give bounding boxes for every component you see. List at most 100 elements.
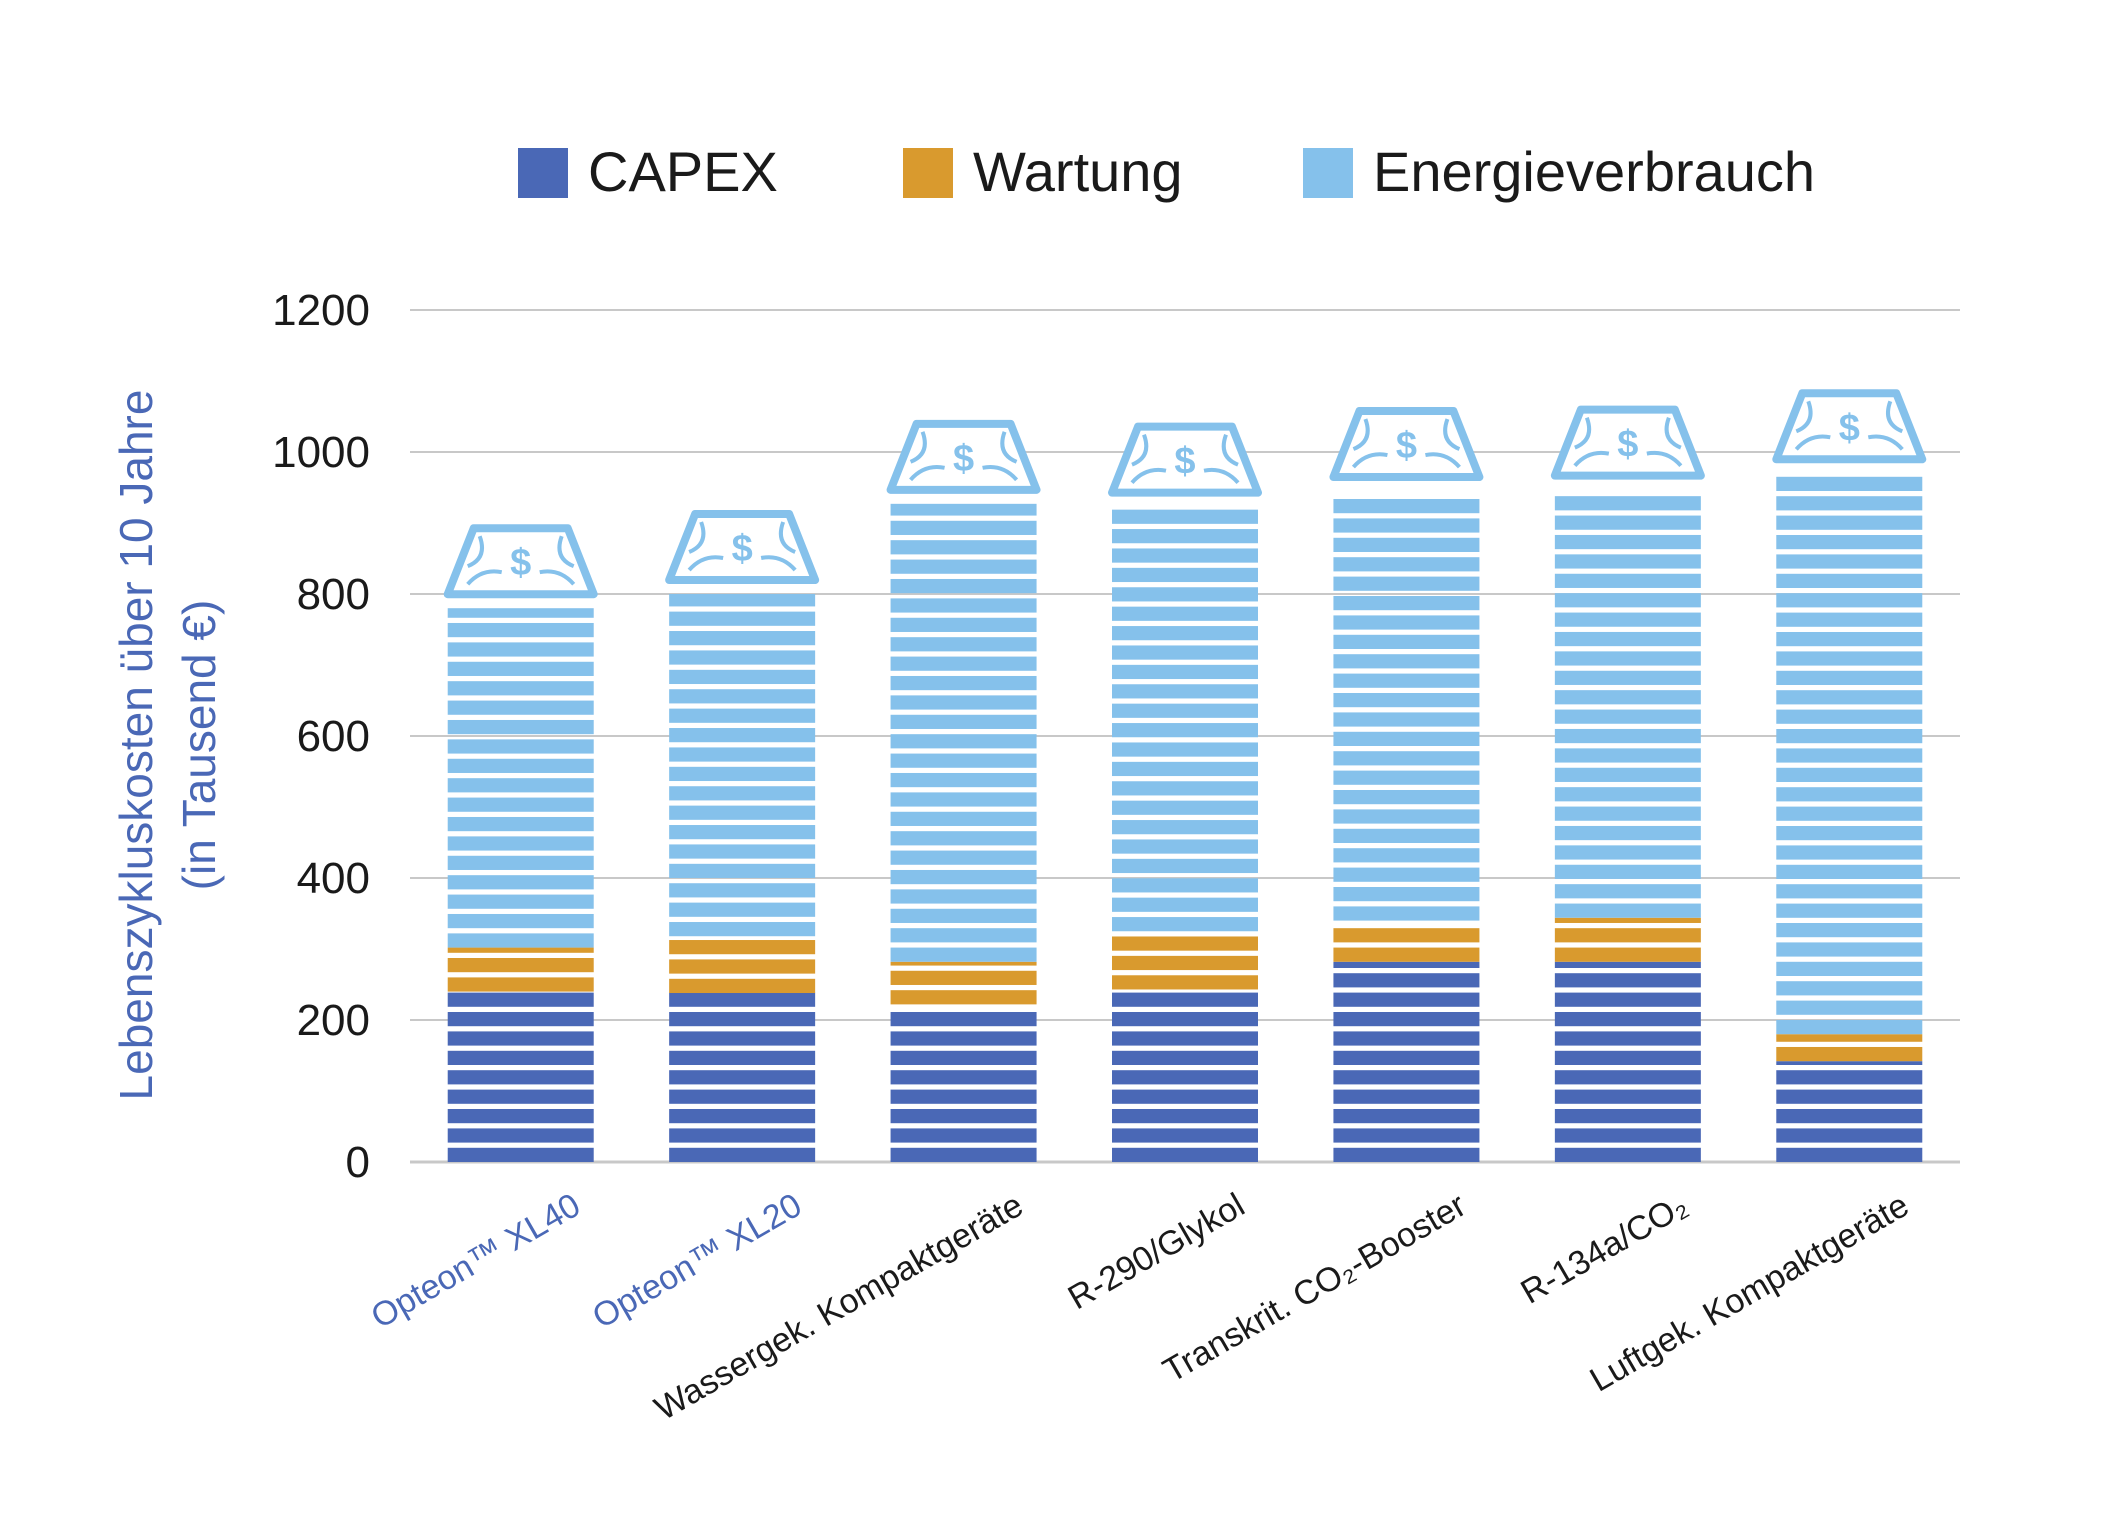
bar-stripe (1554, 864, 1701, 879)
bar-stripe (447, 933, 594, 948)
bar-stripe (1333, 828, 1480, 843)
legend-label: Energieverbrauch (1373, 140, 1815, 203)
bar-stripe (669, 1147, 816, 1162)
bar-stripe (669, 1012, 816, 1027)
bar-stripe (1554, 1128, 1701, 1143)
bar-stripe (890, 772, 1037, 788)
bar-stripe (447, 875, 594, 890)
legend-item-2: Energieverbrauch (1303, 140, 1815, 203)
bar-stripe (890, 1147, 1037, 1162)
bar-stripe (669, 1109, 816, 1124)
bar-stack-6: $ (1772, 389, 1927, 1162)
bar-stripe (1333, 961, 1480, 968)
bar-stripe (1554, 928, 1701, 943)
bar-segment-energieverbrauch (1112, 509, 1258, 932)
bar-stripe (669, 611, 816, 626)
bar-stripe (1112, 548, 1258, 563)
bar-stripe (1333, 693, 1480, 708)
bar-stripe (890, 1012, 1037, 1027)
bar-stripe (890, 811, 1037, 826)
bar-stripe (669, 844, 816, 859)
bar-stripe (1776, 593, 1923, 608)
banknote-ornament (1794, 400, 1904, 451)
bar-stripe (669, 883, 816, 898)
bar-stripe (1333, 809, 1480, 824)
bar-stripe (1112, 761, 1258, 777)
banknote-outline (886, 419, 1041, 494)
bar-stripe (1112, 1128, 1258, 1143)
bar-stripe (1333, 712, 1480, 727)
bar-segment-wartung (447, 947, 594, 992)
bar-stripe (1112, 606, 1258, 621)
bar-stripe (890, 675, 1037, 691)
banknote-icon: $ (886, 419, 1041, 494)
bar-stripe (669, 863, 816, 879)
bar-stack-3: $ (1108, 422, 1262, 1162)
banknote-outline (1550, 405, 1705, 480)
bar-stripe (1112, 567, 1258, 583)
y-axis-title: Lebenszykluskosten über 10 Jahre (in Tau… (110, 390, 225, 1101)
bar-stripe (447, 977, 594, 992)
bar-stripe (669, 1070, 816, 1085)
bar-stripe (669, 747, 816, 762)
bar-stripe (1776, 1000, 1923, 1015)
bar-stripe (1776, 535, 1923, 550)
dollar-sign-icon: $ (1396, 425, 1417, 467)
bar-stripe (447, 913, 594, 929)
bar-stripe (1554, 554, 1701, 569)
x-category-label: Wassergek. Kompaktgeräte (648, 1186, 1029, 1428)
bar-stripe (669, 922, 816, 937)
bar-stripe (1333, 596, 1480, 611)
legend-swatch (518, 148, 568, 198)
bar-stripe (1776, 864, 1923, 879)
y-tick-label: 200 (297, 996, 370, 1045)
bar-stripe (1554, 631, 1701, 647)
bar-stripe (447, 947, 594, 953)
bar-stripe (669, 825, 816, 840)
y-tick-label: 1000 (272, 428, 370, 477)
bar-stripe (890, 578, 1037, 594)
bar-stripe (1333, 973, 1480, 988)
y-tick-label: 1200 (272, 286, 370, 335)
bar-stripe (1333, 576, 1480, 591)
bar-stripe (447, 1109, 594, 1124)
bar-stripe (890, 990, 1037, 1005)
bar-stripe (1112, 936, 1258, 951)
x-category-label: R-290/Glykol (1062, 1186, 1251, 1317)
bar-stripe (1112, 703, 1258, 718)
bar-stripe (1112, 878, 1258, 893)
bar-stripe (1333, 537, 1480, 552)
bar-stripe (447, 661, 594, 676)
bar-segment-capex (1333, 961, 1480, 1162)
bar-stripe (1333, 654, 1480, 669)
bar-stripe (1333, 1012, 1480, 1027)
bar-segment-energieverbrauch (1333, 499, 1480, 921)
bar-stripe (890, 1089, 1037, 1104)
banknote-ornament (466, 535, 576, 586)
bar-stripe (1333, 557, 1480, 572)
bar-stripe (1776, 1128, 1923, 1143)
bar-stripe (890, 734, 1037, 749)
bar-stripe (1776, 942, 1923, 957)
bar-segment-energieverbrauch (669, 594, 816, 937)
bar-segment-energieverbrauch (1776, 476, 1923, 1035)
bar-stripe (669, 992, 816, 1007)
bar-stripe (669, 805, 816, 820)
bar-stripe (890, 714, 1037, 729)
bar-stripe (1554, 1050, 1701, 1065)
bar-stripe (1112, 820, 1258, 835)
x-category-label: Opteon™ XL40 (365, 1186, 587, 1336)
bar-stripe (890, 850, 1037, 865)
bar-stripe (1776, 1046, 1923, 1062)
bar-stripe (890, 947, 1037, 962)
y-axis-title-line2: (in Tausend €) (173, 600, 225, 891)
legend-label: Wartung (973, 140, 1183, 203)
bar-stripe (1112, 1070, 1258, 1085)
dollar-sign-icon: $ (1839, 407, 1860, 449)
y-tick-label: 800 (297, 570, 370, 619)
bar-segment-capex (669, 992, 816, 1162)
bar-stripe (447, 816, 594, 832)
bar-stripe (1112, 645, 1258, 660)
bar-segment-wartung (669, 940, 816, 994)
